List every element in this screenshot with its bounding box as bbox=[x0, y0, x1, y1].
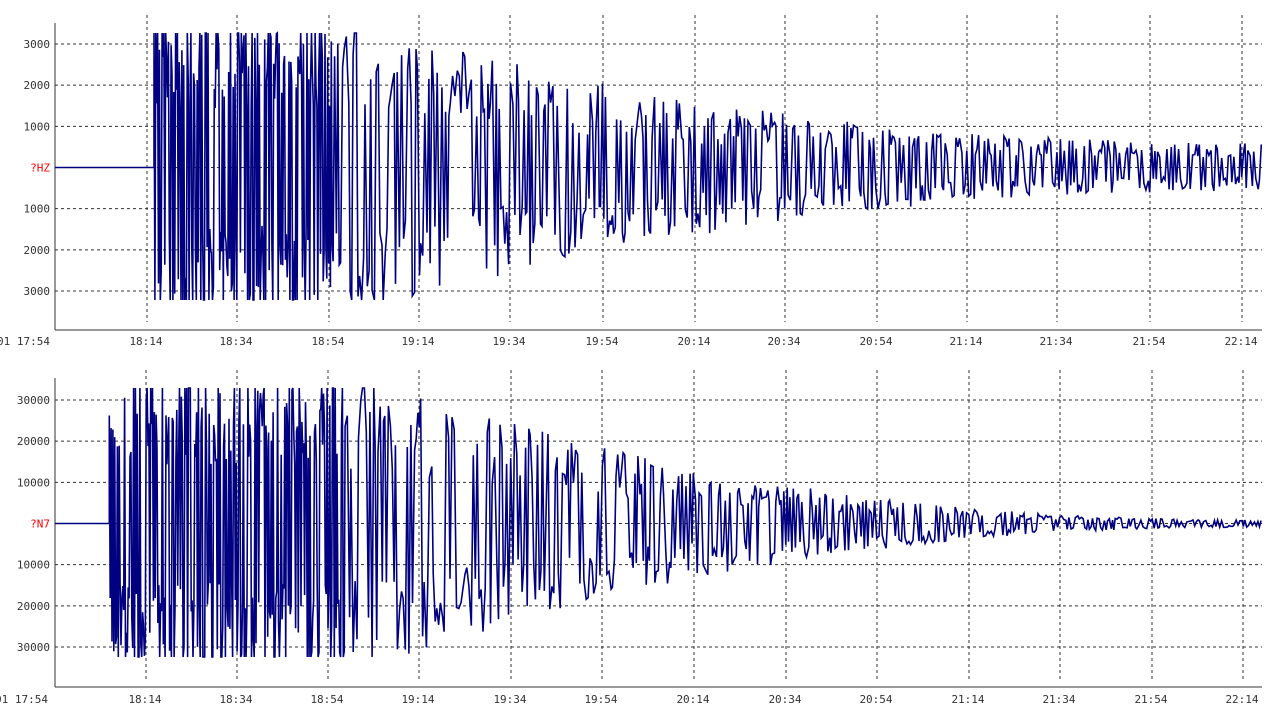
channel-label: ?HZ bbox=[30, 162, 50, 175]
x-tick-label: 19:14 bbox=[401, 335, 434, 348]
y-tick-label: 20000 bbox=[17, 435, 50, 448]
x-tick-label: 18:14 bbox=[128, 693, 161, 706]
y-tick-label: 1000 bbox=[24, 203, 51, 216]
x-tick-label: 20:34 bbox=[768, 693, 801, 706]
x-tick-label: 21:54 bbox=[1134, 693, 1167, 706]
y-tick-label: 2000 bbox=[24, 79, 51, 92]
x-tick-label: 21:54 bbox=[1132, 335, 1165, 348]
x-tick-label: 19:54 bbox=[585, 335, 618, 348]
x-tick-label: 01 17:54 bbox=[0, 693, 48, 706]
x-tick-label: 19:14 bbox=[401, 693, 434, 706]
x-tick-label: 21:14 bbox=[951, 693, 984, 706]
y-tick-label: 30000 bbox=[17, 641, 50, 654]
x-tick-label: 18:34 bbox=[219, 335, 252, 348]
waveform-trace bbox=[55, 387, 1262, 658]
x-tick-label: 22:14 bbox=[1224, 335, 1257, 348]
x-tick-label: 20:54 bbox=[859, 335, 892, 348]
y-tick-label: 30000 bbox=[17, 394, 50, 407]
x-tick-label: 20:14 bbox=[676, 693, 709, 706]
x-tick-label: 18:54 bbox=[311, 335, 344, 348]
y-tick-label: 1000 bbox=[24, 120, 51, 133]
y-tick-label: 3000 bbox=[24, 285, 51, 298]
x-tick-label: 21:34 bbox=[1039, 335, 1072, 348]
x-tick-label: 18:34 bbox=[219, 693, 252, 706]
y-tick-label: 20000 bbox=[17, 600, 50, 613]
x-tick-label: 20:34 bbox=[767, 335, 800, 348]
y-tick-label: 2000 bbox=[24, 244, 51, 257]
y-tick-label: 3000 bbox=[24, 38, 51, 51]
x-tick-label: 18:54 bbox=[310, 693, 343, 706]
y-tick-label: 10000 bbox=[17, 559, 50, 572]
x-tick-label: 20:14 bbox=[677, 335, 710, 348]
x-tick-label: 19:34 bbox=[492, 335, 525, 348]
x-tick-label: 21:14 bbox=[949, 335, 982, 348]
x-tick-label: 21:34 bbox=[1042, 693, 1075, 706]
x-tick-label: 19:54 bbox=[584, 693, 617, 706]
x-tick-label: 20:54 bbox=[859, 693, 892, 706]
y-tick-label: 10000 bbox=[17, 476, 50, 489]
channel-label: ?N7 bbox=[30, 518, 50, 531]
x-tick-label: 18:14 bbox=[129, 335, 162, 348]
waveform-trace bbox=[55, 31, 1263, 301]
x-tick-label: 01 17:54 bbox=[0, 335, 50, 348]
x-tick-label: 22:14 bbox=[1225, 693, 1258, 706]
x-tick-label: 19:34 bbox=[493, 693, 526, 706]
